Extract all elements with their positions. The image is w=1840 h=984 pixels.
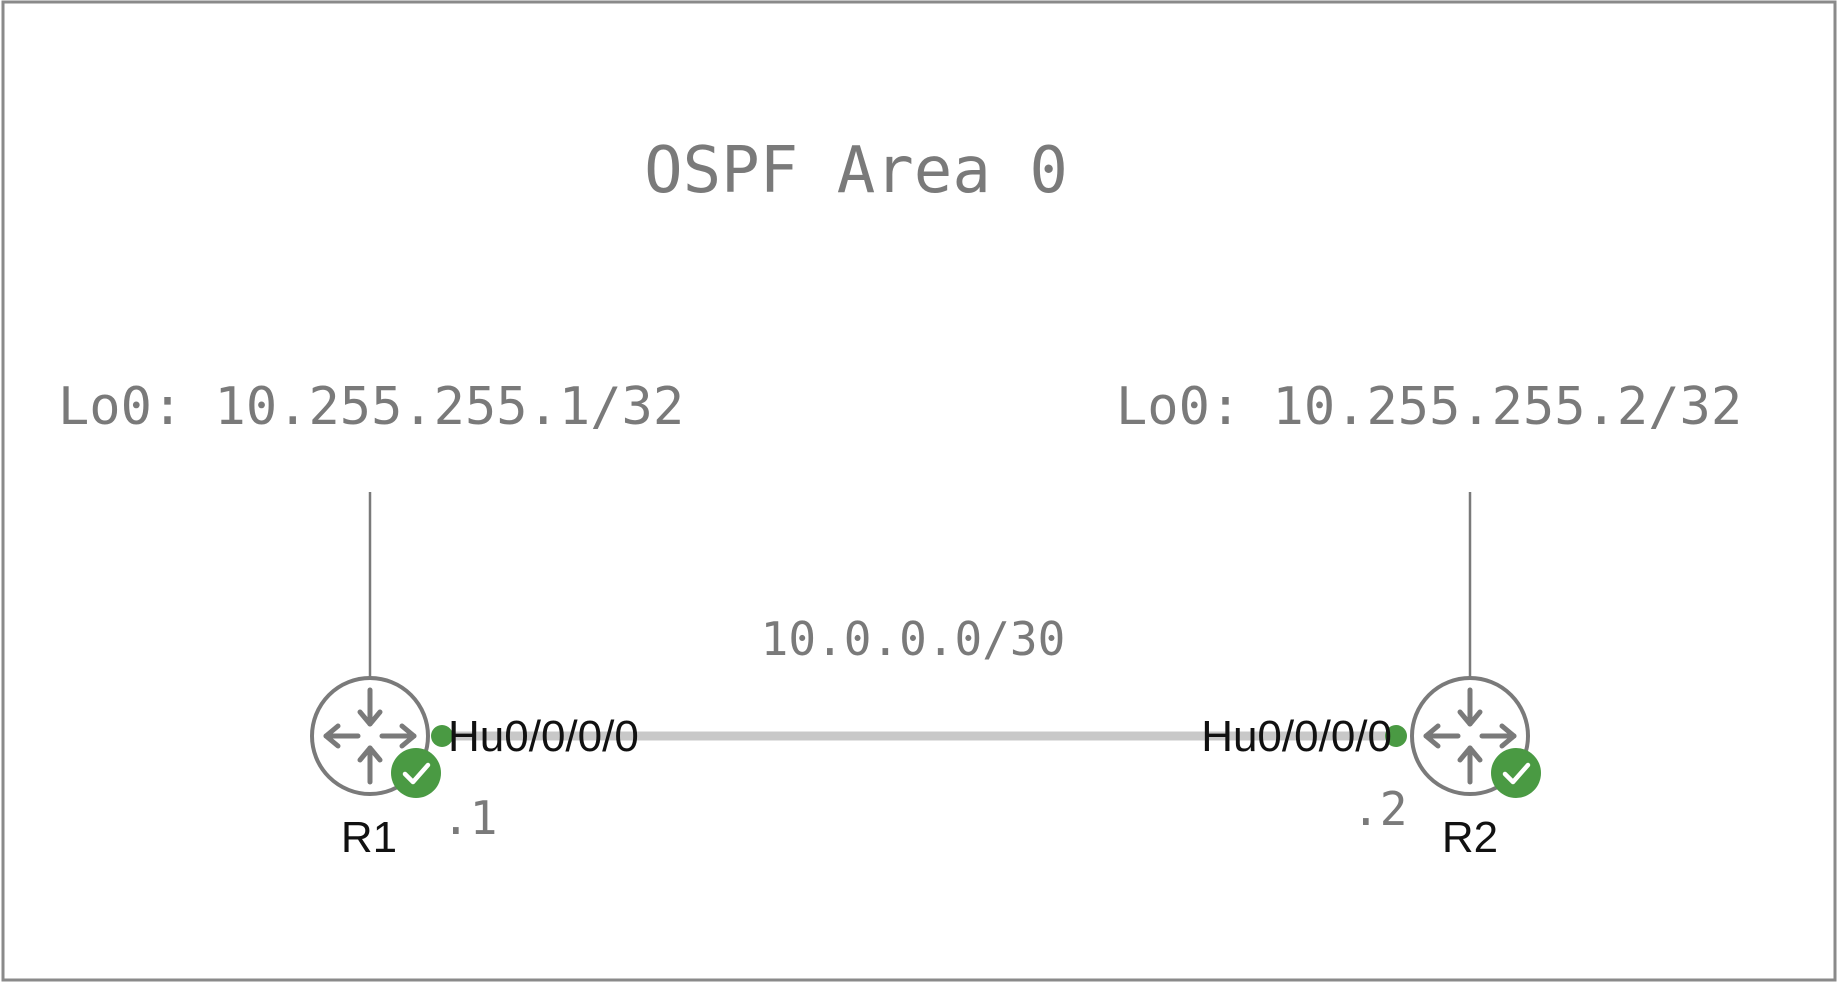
check-icon xyxy=(1491,748,1541,798)
link-subnet-label: 10.0.0.0/30 xyxy=(761,612,1066,666)
r1-interface-status-dot xyxy=(431,725,453,747)
area-title: OSPF Area 0 xyxy=(644,134,1068,208)
r2-loopback-label: Lo0: 10.255.255.2/32 xyxy=(1116,377,1742,437)
r1-interface-label: Hu0/0/0/0 xyxy=(448,712,639,761)
r2-interface-status-dot xyxy=(1385,725,1407,747)
check-icon xyxy=(391,748,441,798)
r2-host-octet: .2 xyxy=(1352,782,1407,836)
r1-loopback-label: Lo0: 10.255.255.1/32 xyxy=(58,377,684,437)
r1-host-octet: .1 xyxy=(442,791,497,845)
r2-interface-label: Hu0/0/0/0 xyxy=(1201,712,1392,761)
router-r1[interactable] xyxy=(312,678,441,798)
r2-name-label: R2 xyxy=(1442,813,1498,862)
router-r2[interactable] xyxy=(1412,678,1541,798)
r1-name-label: R1 xyxy=(341,813,397,862)
